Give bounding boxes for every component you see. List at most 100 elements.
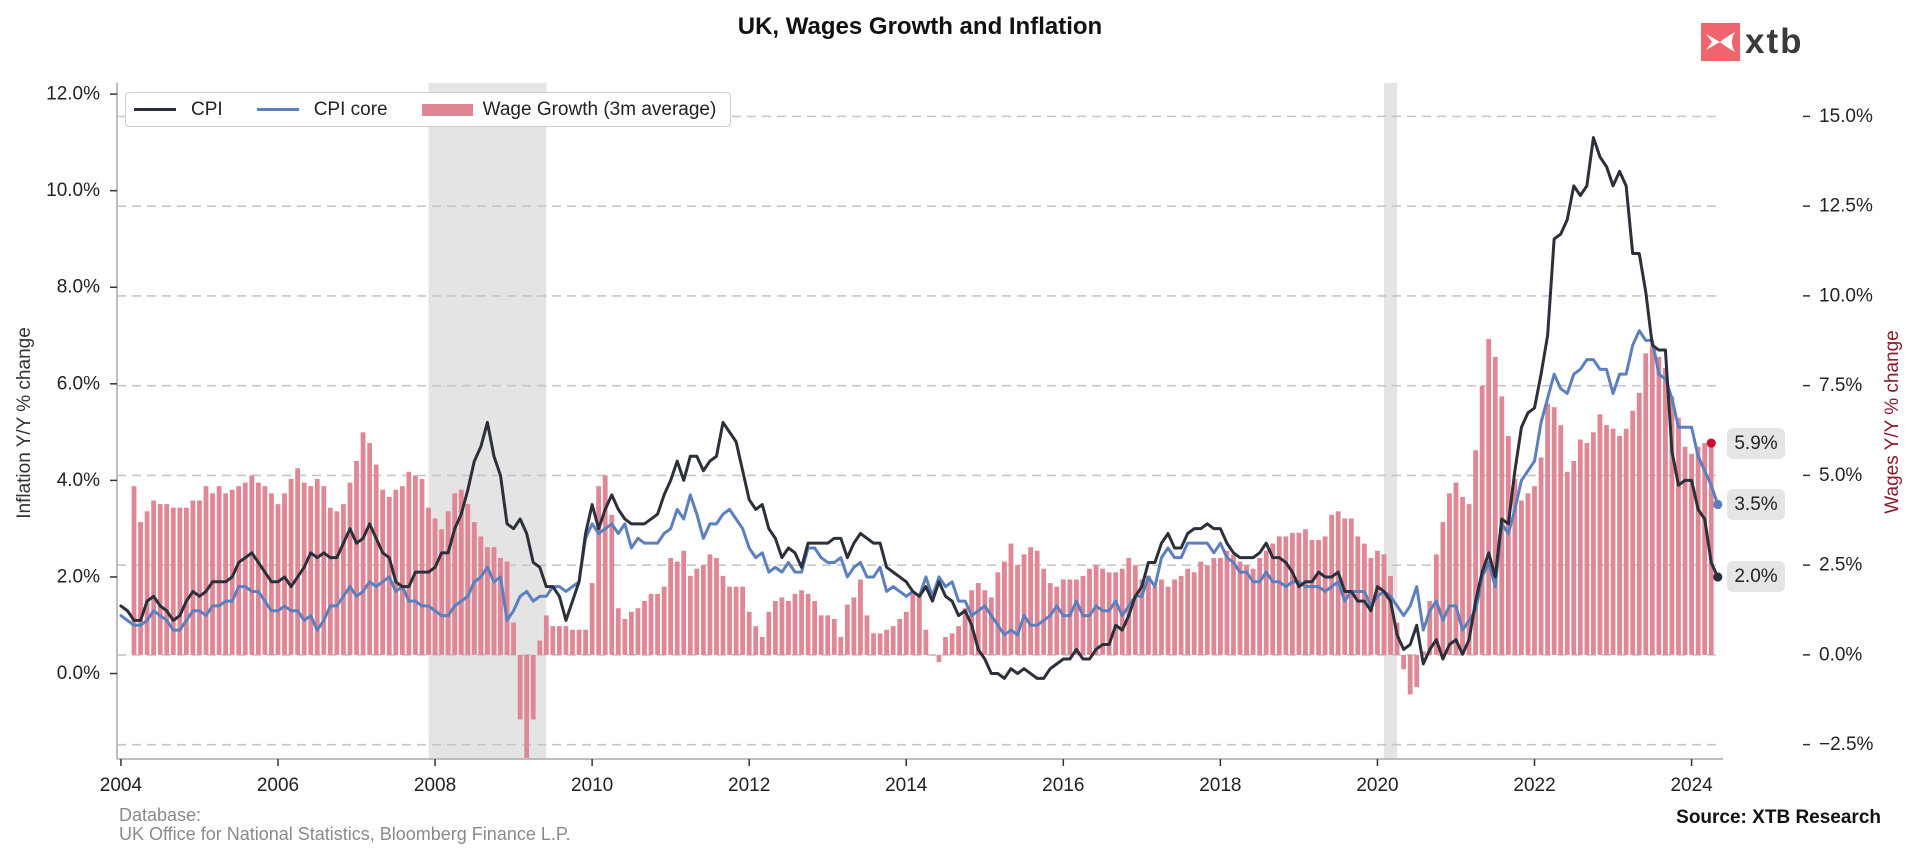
wage-bar xyxy=(1028,547,1034,655)
wage-bar xyxy=(1008,543,1014,655)
wage-bar xyxy=(439,529,445,655)
wage-bar xyxy=(210,493,215,655)
legend-swatch-cpi-core xyxy=(256,108,299,111)
wage-bar xyxy=(635,608,641,655)
wage-bar xyxy=(236,486,242,655)
wage-bar xyxy=(1303,529,1308,655)
wage-bar xyxy=(1309,540,1315,655)
wage-bar xyxy=(1119,568,1125,655)
wage-bar xyxy=(1139,579,1145,655)
y-tick-label-right: 0.0% xyxy=(1819,644,1862,665)
wage-bar xyxy=(216,486,222,655)
wage-bar xyxy=(1420,651,1426,655)
wage-bar xyxy=(1250,568,1256,655)
wage-bar xyxy=(249,475,255,655)
wage-bar xyxy=(1093,565,1099,655)
wage-bar xyxy=(550,626,556,655)
wage-bar xyxy=(537,640,543,655)
wage-bar xyxy=(242,482,248,655)
wage-bar xyxy=(1041,568,1047,655)
wage-bar xyxy=(648,593,654,655)
wage-bar xyxy=(681,550,687,655)
y-axis-label-right: Wages Y/Y % change xyxy=(1882,330,1903,514)
wage-bar xyxy=(471,522,477,655)
legend-swatch-cpi xyxy=(134,108,176,111)
wage-bar xyxy=(1394,622,1400,655)
wage-bar xyxy=(956,626,962,655)
wage-bar xyxy=(491,547,497,655)
wage-bar xyxy=(1479,385,1485,655)
wage-bar xyxy=(524,654,530,759)
y-tick-label-left: 4.0% xyxy=(57,470,100,491)
wage-bar xyxy=(727,586,732,655)
wage-bar xyxy=(655,593,660,655)
wage-bar xyxy=(583,629,588,655)
x-tick-label: 2008 xyxy=(414,775,456,796)
wage-bar xyxy=(916,593,922,655)
wage-bar xyxy=(1034,550,1040,655)
wage-bar xyxy=(1407,654,1413,695)
wage-bar xyxy=(890,626,896,655)
wage-bar xyxy=(432,518,438,655)
wage-bar xyxy=(589,583,595,655)
wage-bar xyxy=(930,654,935,656)
wage-bar xyxy=(864,615,870,655)
wage-growth-3m-average-end-dot xyxy=(1706,438,1716,448)
wage-bar xyxy=(1165,586,1171,655)
wage-bar xyxy=(1545,403,1551,655)
wage-bar xyxy=(511,622,516,655)
wage-bar xyxy=(923,629,929,655)
wage-bar xyxy=(1643,353,1649,655)
source-credit: Source: XTB Research xyxy=(1676,807,1881,828)
wage-bar xyxy=(746,611,752,655)
wage-bar xyxy=(596,486,602,655)
wage-bar xyxy=(1054,586,1060,655)
wage-bar xyxy=(1316,540,1321,655)
legend-label-wage-growth: Wage Growth (3m average) xyxy=(482,98,717,120)
y-tick-label-left: 12.0% xyxy=(46,84,100,105)
wage-bar xyxy=(1244,565,1249,655)
wage-bar xyxy=(982,590,988,655)
wage-bar xyxy=(1224,550,1230,655)
wage-bar xyxy=(314,478,320,655)
wage-bar xyxy=(295,468,301,655)
wage-bar xyxy=(485,547,490,655)
wage-bar xyxy=(714,557,719,655)
wage-bar xyxy=(308,486,314,655)
wage-bar xyxy=(223,493,229,655)
wage-bar xyxy=(1060,579,1066,655)
y-tick-label-left: 2.0% xyxy=(57,566,100,587)
wage-bar xyxy=(1191,572,1197,655)
wage-bar xyxy=(1558,425,1564,655)
legend-item-wage-growth: Wage Growth (3m average) xyxy=(421,98,717,121)
wage-bar xyxy=(1015,565,1020,655)
wage-bar xyxy=(1460,496,1465,655)
wage-bar xyxy=(170,507,176,655)
x-tick-label: 2006 xyxy=(257,775,299,796)
wage-bar xyxy=(661,586,667,655)
y-tick-label-right: 5.0% xyxy=(1819,465,1862,486)
wage-bar xyxy=(177,507,183,655)
wage-bar xyxy=(1604,425,1609,655)
wage-bar xyxy=(164,504,170,655)
wage-bar xyxy=(393,489,399,655)
wage-bar xyxy=(367,443,373,655)
wage-bar xyxy=(1525,493,1531,655)
wage-bar xyxy=(151,500,157,655)
xtb-logo-icon xyxy=(1701,23,1740,61)
wage-bar xyxy=(183,507,189,655)
wage-bar xyxy=(1610,428,1616,655)
legend: CPI CPI core Wage Growth (3m average) xyxy=(125,92,731,127)
wage-bar xyxy=(1087,568,1092,655)
x-tick-label: 2018 xyxy=(1199,775,1241,796)
x-tick-label: 2004 xyxy=(100,775,143,796)
wage-bar xyxy=(203,486,209,655)
wage-bar xyxy=(1146,575,1151,655)
wage-bar xyxy=(1172,579,1177,655)
wage-bar xyxy=(419,478,425,655)
wage-bar xyxy=(1708,443,1714,655)
wage-bar xyxy=(1047,583,1053,655)
wage-bar xyxy=(1519,500,1524,655)
wage-bar xyxy=(700,565,706,655)
wage-bar xyxy=(779,597,785,655)
